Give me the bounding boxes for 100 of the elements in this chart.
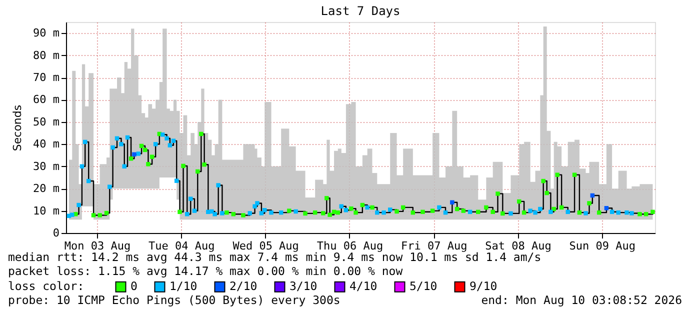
y-tick-label: 30 m xyxy=(33,160,60,173)
point xyxy=(496,192,500,196)
point xyxy=(241,213,246,218)
point xyxy=(650,210,655,214)
legend-label: 3/10 xyxy=(290,278,318,293)
point xyxy=(533,210,538,215)
point xyxy=(321,211,326,216)
point xyxy=(450,200,454,204)
point xyxy=(164,136,169,141)
y-tick-label: 60 m xyxy=(33,93,60,106)
x-tick-label: Wed 05 Aug xyxy=(232,240,299,252)
point xyxy=(544,190,549,196)
point xyxy=(119,142,124,146)
point xyxy=(168,143,172,148)
point xyxy=(538,206,542,212)
point xyxy=(192,208,197,213)
point xyxy=(420,210,425,214)
point xyxy=(370,205,374,210)
point xyxy=(178,210,182,214)
chart-title: Last 7 Days xyxy=(320,4,400,18)
point xyxy=(484,205,488,210)
point xyxy=(528,208,532,213)
point xyxy=(212,212,217,216)
point xyxy=(437,205,442,210)
point xyxy=(150,154,154,159)
y-tick-label: 10 m xyxy=(33,204,60,218)
legend-label: 5/10 xyxy=(410,278,438,293)
y-tick-label: 90 m xyxy=(33,26,60,40)
point xyxy=(388,208,392,212)
point xyxy=(174,178,179,183)
y-tick-label: 50 m xyxy=(33,115,60,128)
x-tick-label: Sun 09 Aug xyxy=(569,240,636,252)
point xyxy=(638,212,642,216)
point xyxy=(255,201,260,206)
point xyxy=(136,152,141,156)
text: probe: 10 ICMP Echo Pings (500 Bytes) every 300s xyxy=(8,293,340,307)
point xyxy=(328,212,332,217)
point xyxy=(220,211,224,216)
point xyxy=(153,142,158,146)
point xyxy=(287,208,292,213)
point xyxy=(108,184,112,189)
point xyxy=(548,210,553,214)
y-tick-label: 80 m xyxy=(33,48,60,62)
point xyxy=(98,213,102,218)
point xyxy=(146,162,150,166)
point xyxy=(517,199,522,204)
text: packet loss: 1.15 % avg 14.17 % max 0.00 % min 0.00 % now xyxy=(8,264,403,278)
point xyxy=(76,202,81,208)
point xyxy=(624,210,629,215)
point xyxy=(490,210,495,214)
point xyxy=(394,209,399,214)
y-tick-label: 40 m xyxy=(33,138,60,151)
point xyxy=(185,212,190,216)
point xyxy=(508,211,513,216)
y-tick-label: 70 m xyxy=(33,71,60,84)
point xyxy=(248,211,252,216)
point xyxy=(122,164,126,168)
point xyxy=(294,209,298,214)
x-tick-label: Thu 06 Aug xyxy=(316,240,384,252)
point xyxy=(132,152,136,156)
point xyxy=(461,208,466,213)
point xyxy=(349,206,354,211)
y-axis-title: Seconds xyxy=(11,104,24,152)
x-tick-label: Tue 04 Aug xyxy=(148,240,215,252)
point xyxy=(365,205,370,210)
point xyxy=(339,204,344,208)
point xyxy=(375,210,380,215)
point xyxy=(110,145,115,150)
legend-title: loss color: xyxy=(8,279,84,293)
point xyxy=(354,210,358,215)
point xyxy=(382,210,386,215)
legend-label: 1/10 xyxy=(170,278,198,293)
point xyxy=(80,164,84,168)
point xyxy=(552,206,556,212)
point xyxy=(188,196,193,201)
point xyxy=(584,211,588,216)
y-tick-label: 0 xyxy=(52,226,60,240)
legend-label: 9/10 xyxy=(470,278,498,293)
legend-label: 0 xyxy=(130,278,138,293)
point xyxy=(630,211,634,216)
legend-label: 4/10 xyxy=(350,278,378,293)
point xyxy=(196,169,200,174)
point xyxy=(541,178,546,184)
point xyxy=(303,211,308,216)
text: end: Mon Aug 10 03:08:52 2026 xyxy=(481,293,682,307)
point xyxy=(587,201,592,206)
point xyxy=(70,212,74,217)
point xyxy=(616,210,620,215)
legend-label: 2/10 xyxy=(230,278,258,293)
point xyxy=(171,138,176,143)
point xyxy=(572,172,577,177)
point xyxy=(91,213,96,218)
x-tick-label: Sat 08 Aug xyxy=(485,240,552,252)
x-tick-label: Fri 07 Aug xyxy=(400,240,468,252)
point xyxy=(324,196,329,200)
point xyxy=(216,183,220,188)
y-tick-label: 20 m xyxy=(33,182,60,196)
point xyxy=(269,210,274,215)
point xyxy=(199,132,204,136)
point xyxy=(202,162,206,167)
